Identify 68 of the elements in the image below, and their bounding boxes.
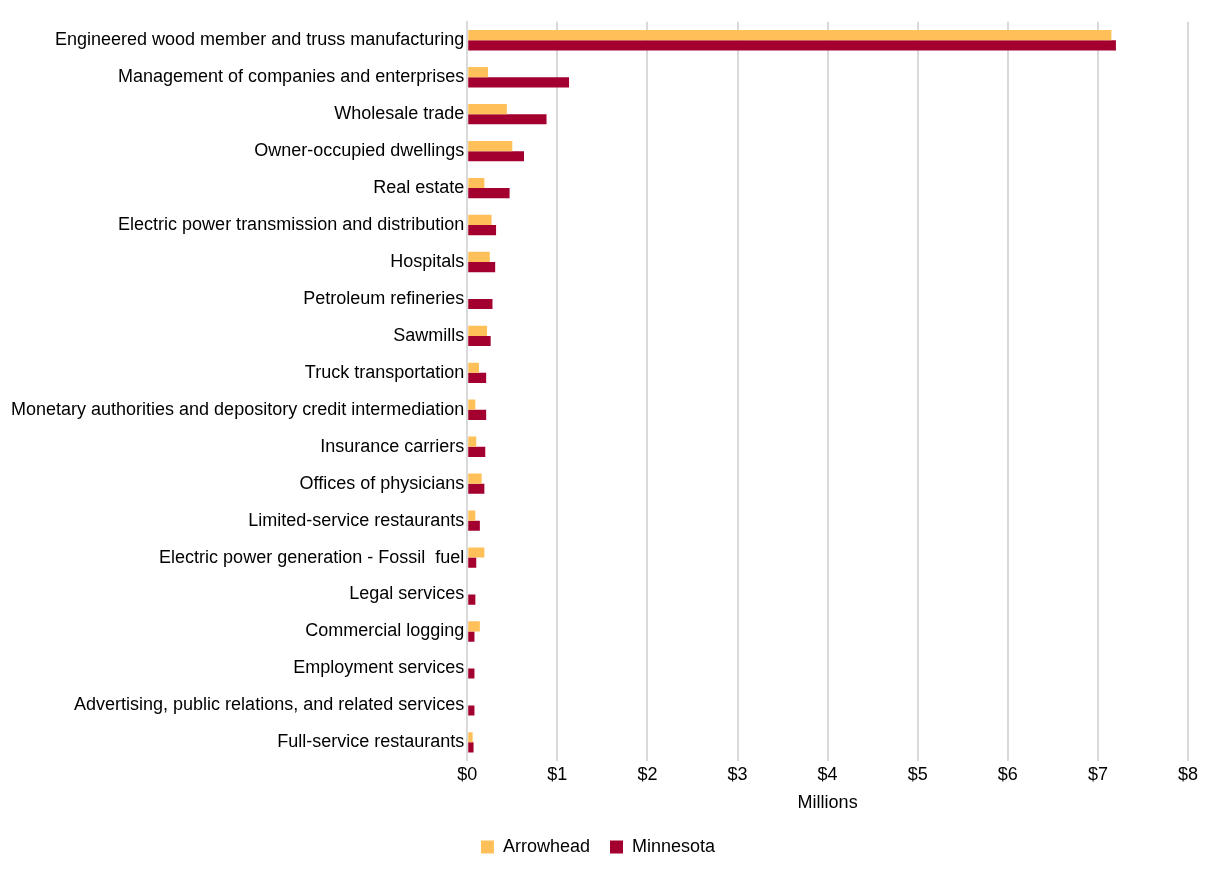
bar xyxy=(468,30,1112,41)
bar xyxy=(468,668,475,679)
bar xyxy=(468,325,488,336)
y-tick-label: Monetary authorities and depository credit intermediation xyxy=(10,398,465,419)
x-tick-label: $4 xyxy=(817,763,838,784)
bar xyxy=(468,399,476,410)
bar xyxy=(468,510,476,521)
bar xyxy=(468,705,475,716)
x-tick-label: $7 xyxy=(1087,763,1108,784)
bar xyxy=(468,372,487,383)
bar xyxy=(468,67,488,78)
x-tick-label: $2 xyxy=(637,763,658,784)
y-tick-label: Insurance carriers xyxy=(320,435,465,456)
y-tick-label: Commercial logging xyxy=(305,620,465,641)
y-tick-label: Engineered wood member and truss manufacturing xyxy=(55,29,465,50)
bar xyxy=(468,473,482,484)
y-tick-label: Hospitals xyxy=(390,250,465,271)
x-axis-title: Millions xyxy=(797,792,858,813)
y-tick-label: Petroleum refineries xyxy=(303,287,465,308)
bar xyxy=(468,40,1116,51)
x-tick-label: $3 xyxy=(727,763,748,784)
bar xyxy=(468,261,496,273)
y-tick-label: Electric power transmission and distribution xyxy=(118,213,465,234)
x-tick-label: $1 xyxy=(547,763,568,784)
bar xyxy=(468,732,473,743)
y-tick-label: Management of companies and enterprises xyxy=(118,66,465,87)
bar xyxy=(468,214,492,226)
y-tick-label: Electric power generation - Fossil fuel xyxy=(159,546,465,567)
bar xyxy=(468,251,490,262)
bar xyxy=(468,409,487,420)
bar xyxy=(468,520,480,531)
y-tick-label: Real estate xyxy=(373,177,465,198)
bar xyxy=(468,594,476,605)
y-tick-label: Full-service restaurants xyxy=(277,731,465,752)
bar xyxy=(468,151,524,162)
bar xyxy=(468,188,510,199)
legend-label: Minnesota xyxy=(632,835,717,856)
y-tick-label: Limited-service restaurants xyxy=(248,509,465,530)
bar xyxy=(468,298,493,310)
bar xyxy=(468,631,475,642)
y-tick-label: Employment services xyxy=(293,657,465,678)
y-tick-label: Legal services xyxy=(349,583,465,604)
y-tick-label: Sawmills xyxy=(393,324,465,345)
bar xyxy=(468,557,477,568)
bar xyxy=(468,114,547,125)
y-tick-label: Wholesale trade xyxy=(334,103,465,124)
bar xyxy=(468,177,485,189)
y-tick-label: Truck transportation xyxy=(304,361,465,382)
bar xyxy=(468,547,485,558)
x-tick-label: $5 xyxy=(907,763,928,784)
y-tick-label: Offices of physicians xyxy=(299,472,465,493)
x-tick-label: $0 xyxy=(457,763,478,784)
bar xyxy=(468,77,570,88)
x-tick-label: $8 xyxy=(1177,763,1199,784)
y-tick-label: Advertising, public relations, and related services xyxy=(74,694,465,715)
bar xyxy=(468,436,477,447)
bar xyxy=(468,140,513,152)
x-tick-label: $6 xyxy=(997,763,1018,784)
y-tick-label: Owner-occupied dwellings xyxy=(254,140,465,161)
bar xyxy=(468,742,474,753)
bar xyxy=(468,483,485,494)
bar xyxy=(468,621,480,632)
bar xyxy=(468,362,479,373)
bar xyxy=(468,225,497,236)
bar xyxy=(468,104,507,115)
bar xyxy=(468,446,486,457)
bar xyxy=(468,335,491,347)
legend-label: Arrowhead xyxy=(502,835,590,856)
